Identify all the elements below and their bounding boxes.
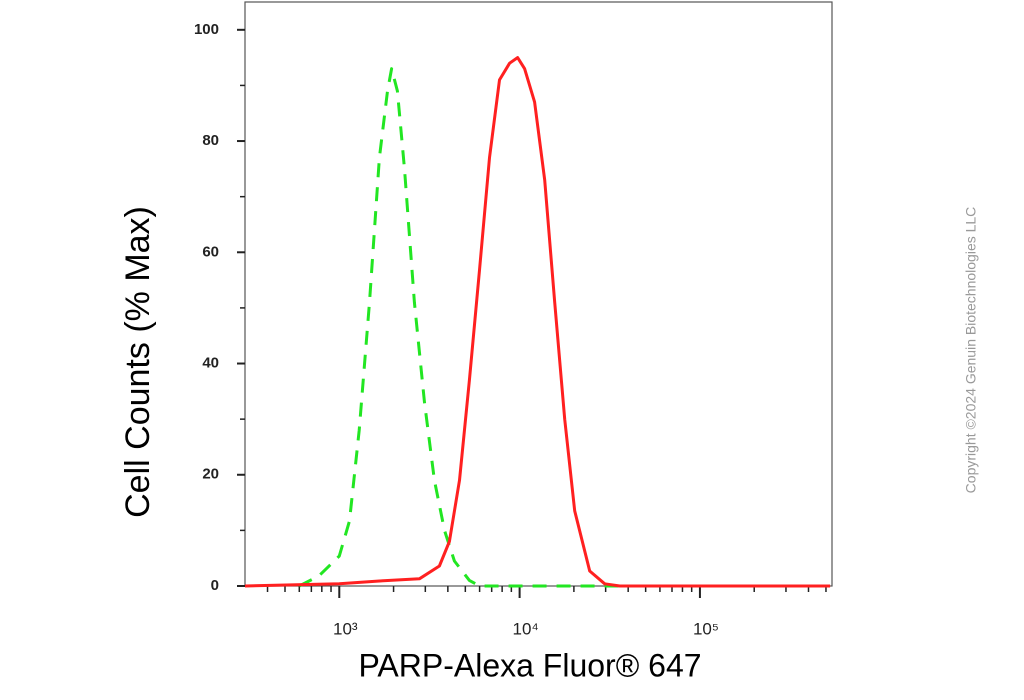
watermark: Copyright ©2024 Genuin Biotechnologies L… — [963, 207, 979, 494]
x-axis-label: PARP-Alexa Fluor® 647 — [358, 647, 701, 683]
y-tick-label: 60 — [202, 243, 219, 260]
y-tick-label: 40 — [202, 354, 219, 371]
plot-frame — [244, 1, 833, 587]
y-tick-label: 20 — [202, 466, 219, 483]
histogram-line — [298, 67, 830, 588]
histogram-line — [244, 56, 831, 588]
y-tick-label: 0 — [211, 577, 219, 594]
y-tick-label: 80 — [202, 132, 219, 149]
y-tick-label: 100 — [194, 21, 219, 38]
x-tick-label: 10⁵ — [693, 619, 719, 638]
x-tick-label: 10³ — [333, 619, 358, 638]
x-tick-label: 10⁴ — [513, 619, 539, 638]
y-axis-label: Cell Counts (% Max) — [119, 206, 157, 518]
